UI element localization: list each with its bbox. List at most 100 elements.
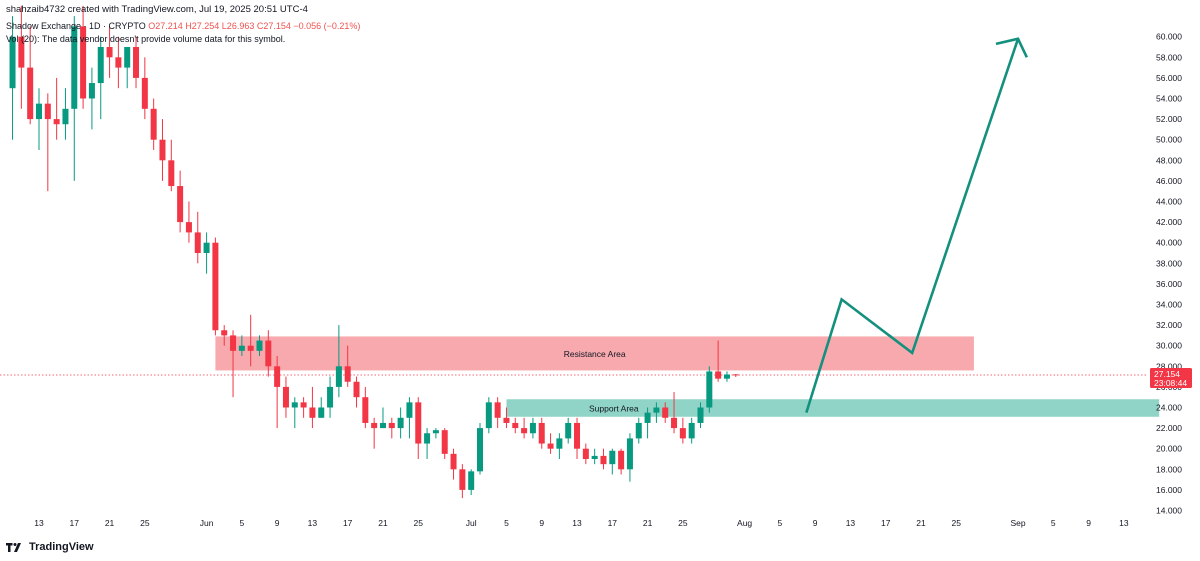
price-tick-label: 20.000 xyxy=(1156,444,1182,454)
candle xyxy=(609,448,616,475)
candle xyxy=(406,397,413,439)
candle-body xyxy=(512,422,519,429)
price-axis: 14.00016.00018.00020.00022.00024.00026.0… xyxy=(1156,32,1182,516)
resistance-zone xyxy=(215,336,974,371)
candle-body xyxy=(185,222,192,233)
candle xyxy=(626,433,633,482)
time-tick-label: 13 xyxy=(1119,518,1129,528)
candle-body xyxy=(247,345,254,351)
zones-layer: Resistance Area Support Area xyxy=(215,336,1160,417)
candle-body xyxy=(203,242,210,253)
candle xyxy=(697,402,704,429)
candle xyxy=(274,356,281,429)
candle-body xyxy=(300,402,307,408)
price-tick-label: 46.000 xyxy=(1156,176,1182,186)
candle-body xyxy=(379,422,386,429)
time-tick-label: 21 xyxy=(378,518,388,528)
candle-body xyxy=(221,330,228,336)
candle xyxy=(732,373,739,377)
price-tick-label: 28.000 xyxy=(1156,361,1182,371)
candle-body xyxy=(80,26,87,99)
candle-body xyxy=(256,340,263,351)
candle xyxy=(424,428,431,459)
candle-body xyxy=(274,366,281,387)
candle xyxy=(256,335,263,356)
candle xyxy=(9,16,16,140)
tradingview-footer[interactable]: TradingView xyxy=(6,541,94,553)
candle-body xyxy=(371,422,378,429)
candle xyxy=(512,417,519,434)
price-tick-label: 18.000 xyxy=(1156,464,1182,474)
candle xyxy=(485,397,492,434)
candle xyxy=(415,397,422,459)
candle-body xyxy=(723,374,730,379)
candle xyxy=(309,386,316,429)
candle-body xyxy=(565,422,572,439)
candle xyxy=(247,314,254,367)
candle xyxy=(168,139,175,192)
candle-body xyxy=(115,57,122,68)
candle xyxy=(574,417,581,459)
candle xyxy=(185,201,192,243)
candle xyxy=(529,417,536,439)
candle xyxy=(282,376,289,418)
candle xyxy=(133,36,140,89)
candle xyxy=(582,443,589,465)
candle xyxy=(547,433,554,454)
candle xyxy=(212,237,219,336)
candle xyxy=(635,417,642,444)
projection-arrowhead xyxy=(995,37,1029,58)
price-tick-label: 44.000 xyxy=(1156,197,1182,207)
candle xyxy=(600,448,607,470)
candle xyxy=(44,93,51,192)
candle-body xyxy=(485,402,492,429)
candle xyxy=(494,397,501,429)
price-tick-label: 22.000 xyxy=(1156,423,1182,433)
time-axis: 13 17 21 25 Jun 5 9 13 17 21 25 Jul 5 9 13 17 21 25 Aug 5 9 1… xyxy=(34,518,1129,528)
candle-body xyxy=(27,67,34,120)
candle-body xyxy=(679,428,686,439)
candle xyxy=(353,376,360,408)
tradingview-logo-icon xyxy=(6,542,21,552)
candle-body xyxy=(9,36,16,89)
candle xyxy=(432,428,439,439)
candle xyxy=(653,402,660,423)
symbol-legend[interactable]: Shadow Exchange · 1D · CRYPTO O27.214 H2… xyxy=(6,21,360,31)
price-tick-label: 48.000 xyxy=(1156,155,1182,165)
candle xyxy=(291,397,298,429)
candle-body xyxy=(141,77,148,109)
time-tick-label: 5 xyxy=(504,518,509,528)
time-tick-label: 25 xyxy=(678,518,688,528)
candle-body xyxy=(230,335,237,351)
price-tick-label: 30.000 xyxy=(1156,341,1182,351)
candle-body xyxy=(503,417,510,423)
time-tick-label: 5 xyxy=(778,518,783,528)
candle xyxy=(679,417,686,444)
time-tick-label: 9 xyxy=(275,518,280,528)
candle-body xyxy=(238,345,245,351)
price-tick-label: 58.000 xyxy=(1156,52,1182,62)
time-tick-label: 25 xyxy=(414,518,424,528)
candle-body xyxy=(574,422,581,449)
time-tick-label: 17 xyxy=(70,518,80,528)
candle xyxy=(230,330,237,398)
candle-body xyxy=(62,108,69,125)
candle xyxy=(344,345,351,387)
last-price-value: 27.154 xyxy=(1154,369,1180,379)
price-tick-label: 34.000 xyxy=(1156,300,1182,310)
candles-layer xyxy=(9,5,739,499)
candle xyxy=(362,386,369,429)
candle xyxy=(80,5,87,109)
candle-body xyxy=(18,36,25,68)
time-tick-label: 13 xyxy=(572,518,582,528)
candle-body xyxy=(424,433,431,444)
candle xyxy=(36,88,42,150)
candle-body xyxy=(715,371,722,379)
candle xyxy=(159,119,166,181)
time-tick-label: 17 xyxy=(881,518,891,528)
candle xyxy=(538,417,545,449)
candle-body xyxy=(71,26,78,109)
candle xyxy=(644,407,651,439)
